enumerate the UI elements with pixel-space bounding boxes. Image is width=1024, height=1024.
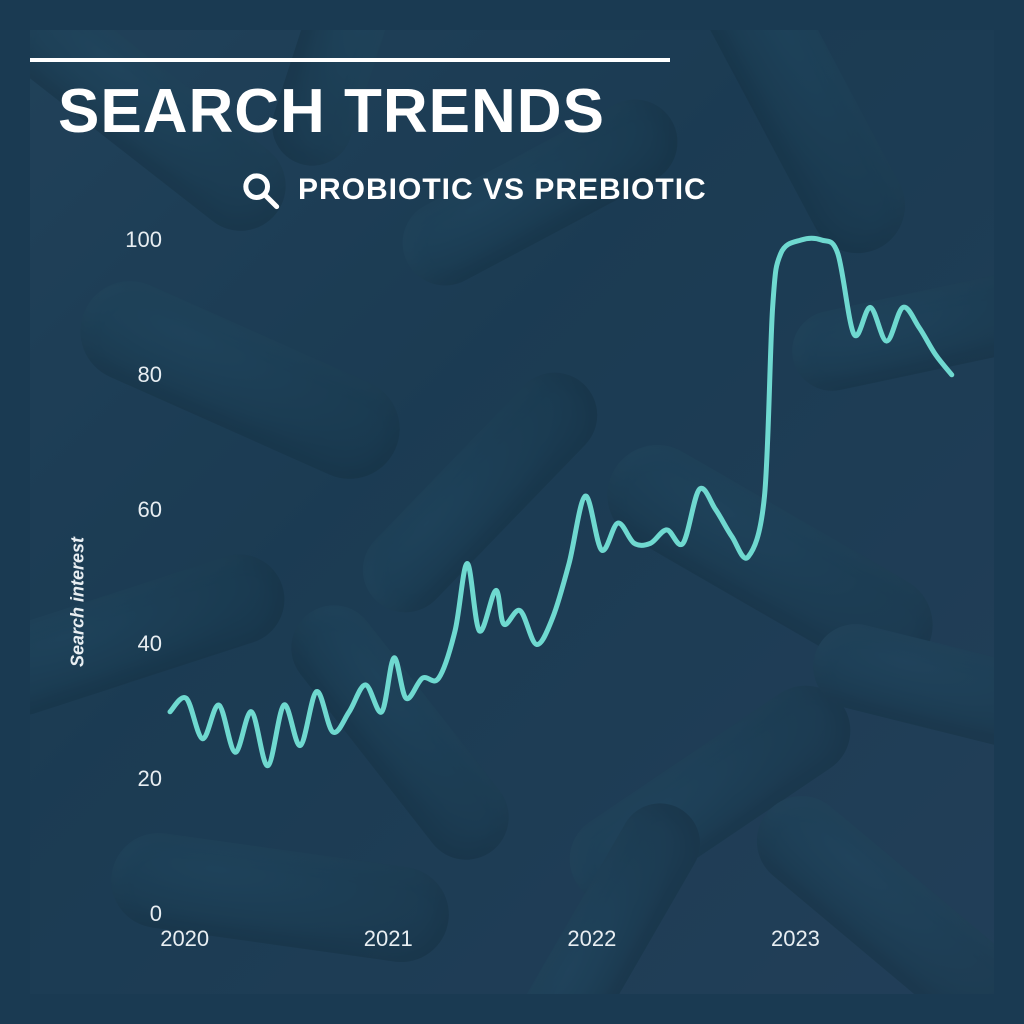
y-tick: 0 bbox=[112, 901, 162, 927]
y-tick: 80 bbox=[112, 362, 162, 388]
page-title: SEARCH TRENDS bbox=[58, 76, 605, 147]
x-tick: 2023 bbox=[771, 926, 820, 952]
y-tick: 20 bbox=[112, 766, 162, 792]
header-rule bbox=[30, 58, 670, 62]
search-icon bbox=[240, 170, 280, 210]
x-tick: 2020 bbox=[160, 926, 209, 952]
y-axis-label: Search interest bbox=[68, 537, 89, 667]
chart-subtitle: PROBIOTIC VS PREBIOTIC bbox=[298, 173, 707, 207]
y-tick: 40 bbox=[112, 631, 162, 657]
x-tick: 2021 bbox=[364, 926, 413, 952]
trend-line bbox=[170, 240, 964, 914]
subtitle-row: PROBIOTIC VS PREBIOTIC bbox=[240, 170, 707, 210]
x-tick: 2022 bbox=[567, 926, 616, 952]
y-tick: 100 bbox=[112, 227, 162, 253]
chart-card: SEARCH TRENDS PROBIOTIC VS PREBIOTIC Sea… bbox=[30, 30, 994, 994]
plot-region bbox=[170, 240, 964, 914]
y-tick: 60 bbox=[112, 497, 162, 523]
chart-area: Search interest 020406080100 20202021202… bbox=[90, 230, 974, 974]
